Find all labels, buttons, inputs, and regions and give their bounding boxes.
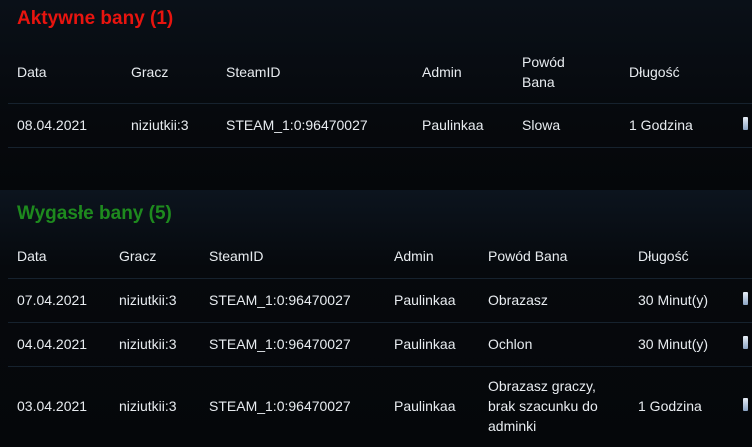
cell-reason: Ochlon <box>488 336 533 352</box>
col-admin: Admin <box>422 64 462 81</box>
col-reason: Powód Bana <box>522 54 565 91</box>
expired-bans-section: Wygasłe bany (5) Data Gracz SteamID Admi… <box>0 190 752 447</box>
cell-admin: Paulinkaa <box>394 292 456 308</box>
cell-steamid: STEAM_1:0:96470027 <box>209 336 351 352</box>
cell-admin: Paulinkaa <box>422 117 484 133</box>
cell-date: 07.04.2021 <box>17 292 88 308</box>
cell-reason: Obrazasz <box>488 292 548 308</box>
expired-bans-title: Wygasłe bany (5) <box>17 203 172 224</box>
cell-reason: Slowa <box>522 117 561 133</box>
cell-player: niziutkii:3 <box>119 292 177 308</box>
cell-player: niziutkii:3 <box>119 336 177 352</box>
col-steamid: SteamID <box>226 64 281 81</box>
table-header: Data Gracz SteamID Admin Powód Bana Dług… <box>8 235 752 278</box>
details-icon[interactable] <box>743 336 748 349</box>
table-header: Data Gracz SteamID Admin Powód Bana Dług… <box>8 42 752 103</box>
cell-steamid: STEAM_1:0:96470027 <box>226 117 368 133</box>
active-bans-section: Aktywne bany (1) Data Gracz SteamID Admi… <box>0 0 752 190</box>
cell-player: niziutkii:3 <box>131 117 189 133</box>
expired-bans-table: Data Gracz SteamID Admin Powód Bana Dług… <box>8 235 752 446</box>
table-row: 03.04.2021 niziutkii:3 STEAM_1:0:9647002… <box>8 366 752 446</box>
cell-date: 08.04.2021 <box>17 117 88 133</box>
active-bans-table: Data Gracz SteamID Admin Powód Bana Dług… <box>8 42 752 148</box>
col-player: Gracz <box>131 64 169 81</box>
col-reason: Powód Bana <box>488 248 568 265</box>
col-length: Długość <box>629 64 680 81</box>
cell-length: 30 Minut(y) <box>638 336 709 352</box>
cell-length: 30 Minut(y) <box>638 292 709 308</box>
cell-date: 03.04.2021 <box>17 398 88 415</box>
table-row: 08.04.2021 niziutkii:3 STEAM_1:0:9647002… <box>8 103 752 147</box>
details-icon[interactable] <box>743 398 748 412</box>
details-icon[interactable] <box>743 117 748 130</box>
cell-admin: Paulinkaa <box>394 398 456 415</box>
col-date: Data <box>17 248 47 265</box>
cell-date: 04.04.2021 <box>17 336 88 352</box>
table-row: 07.04.2021 niziutkii:3 STEAM_1:0:9647002… <box>8 278 752 322</box>
cell-length: 1 Godzina <box>638 398 702 415</box>
details-icon[interactable] <box>743 292 748 305</box>
cell-length: 1 Godzina <box>629 117 693 133</box>
col-player: Gracz <box>119 248 157 265</box>
col-length: Długość <box>638 248 689 265</box>
cell-steamid: STEAM_1:0:96470027 <box>209 292 351 308</box>
cell-reason: Obrazasz graczy, brak szacunku do admink… <box>488 378 598 435</box>
col-steamid: SteamID <box>209 248 264 265</box>
table-row: 04.04.2021 niziutkii:3 STEAM_1:0:9647002… <box>8 322 752 366</box>
active-bans-title: Aktywne bany (1) <box>17 8 174 29</box>
cell-steamid: STEAM_1:0:96470027 <box>209 398 351 415</box>
col-date: Data <box>17 64 47 81</box>
cell-player: niziutkii:3 <box>119 398 177 415</box>
col-admin: Admin <box>394 248 434 265</box>
cell-admin: Paulinkaa <box>394 336 456 352</box>
